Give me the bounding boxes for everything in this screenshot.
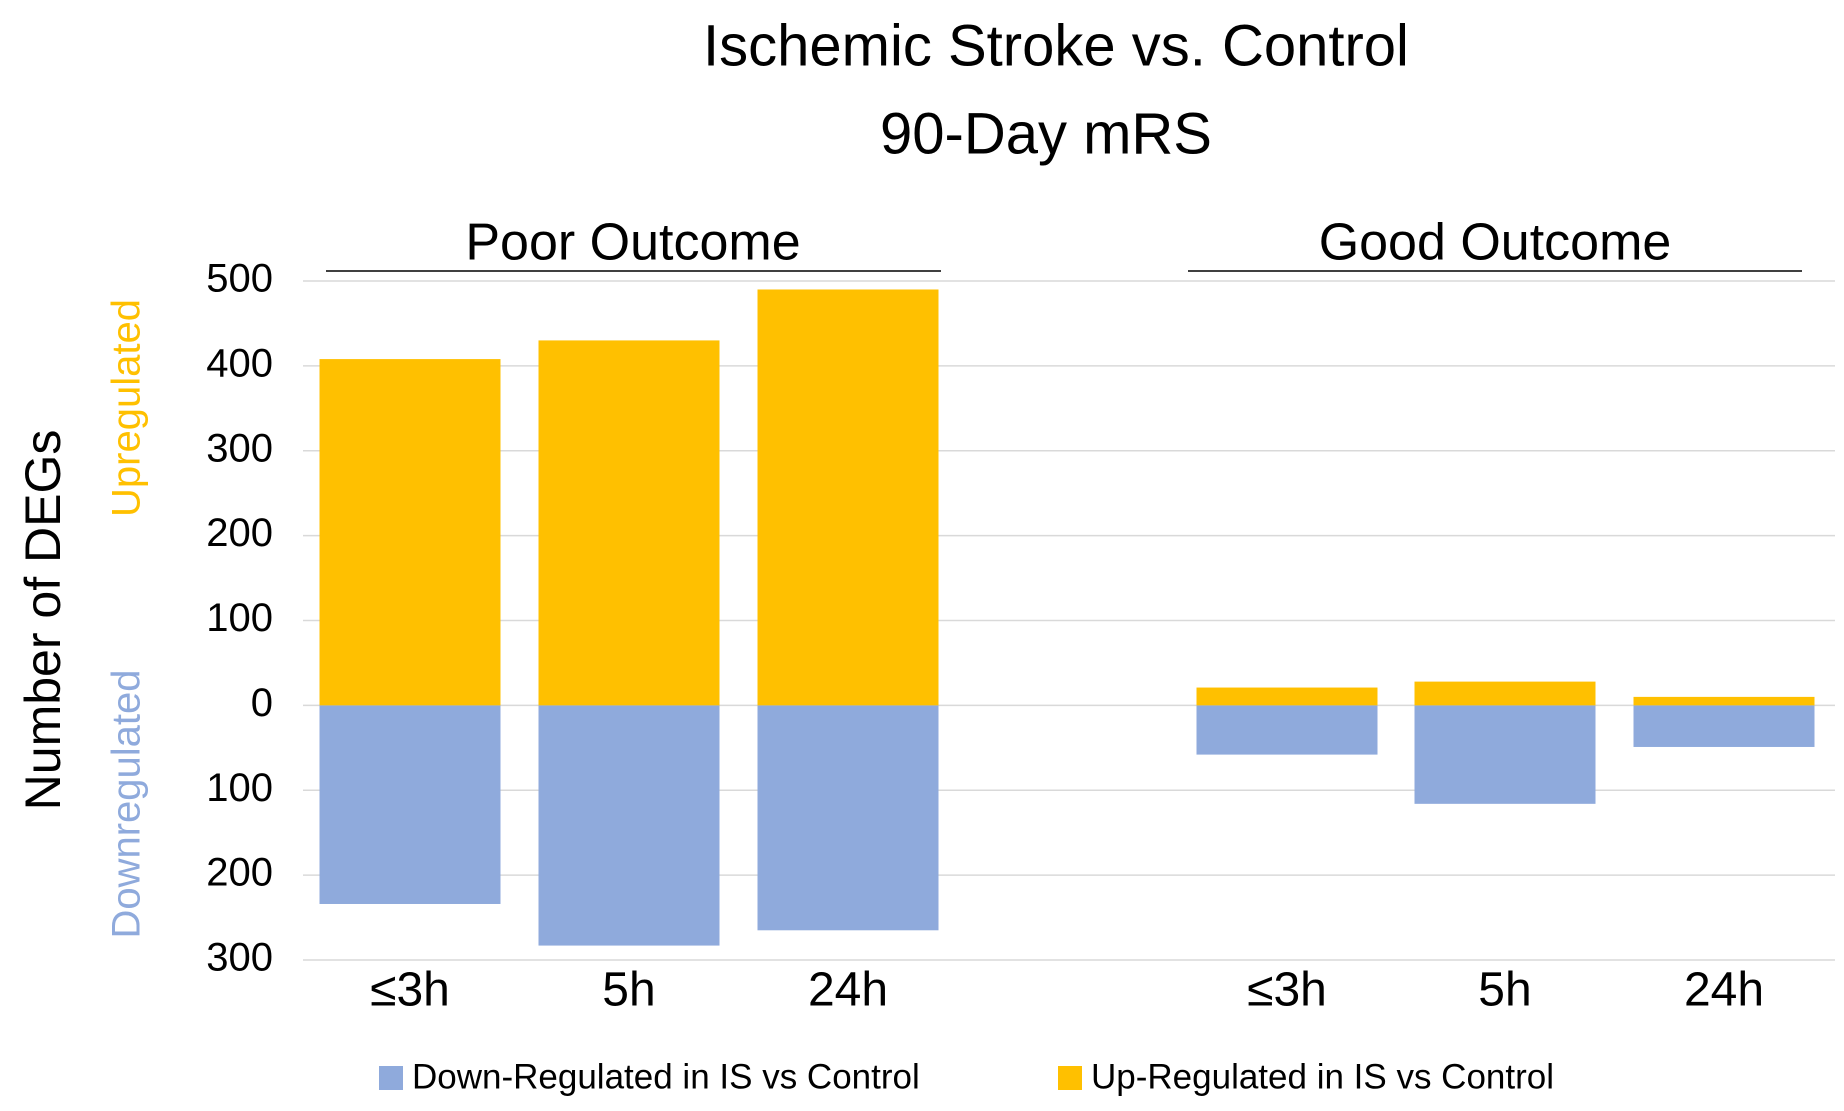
y-tick-label: 500 [206, 257, 273, 301]
up-annotation: Upregulated [105, 299, 149, 517]
y-tick-label: 200 [206, 851, 273, 895]
bar [319, 359, 501, 706]
bar [1414, 681, 1596, 706]
bar [319, 705, 501, 904]
bar [1196, 705, 1378, 755]
group-label: Good Outcome [1319, 214, 1672, 272]
y-tick-label: 100 [206, 766, 273, 810]
y-tick-label: 0 [251, 681, 273, 725]
bar [1414, 705, 1596, 804]
group-label: Poor Outcome [465, 214, 800, 272]
bar [538, 340, 720, 706]
bar [1633, 696, 1815, 706]
legend-swatch [1058, 1066, 1082, 1090]
x-tick-label: 5h [602, 964, 655, 1017]
y-tick-label: 200 [206, 511, 273, 555]
legend-swatch [379, 1066, 403, 1090]
x-tick-label: ≤3h [1247, 964, 1327, 1017]
x-tick-label: 5h [1478, 964, 1531, 1017]
bar [538, 705, 720, 946]
y-tick-label: 400 [206, 341, 273, 385]
bar [757, 705, 939, 931]
down-annotation: Downregulated [105, 669, 149, 938]
y-tick-label: 300 [206, 426, 273, 470]
bar [1196, 687, 1378, 706]
x-tick-label: ≤3h [370, 964, 450, 1017]
y-tick-label: 300 [206, 936, 273, 980]
legend-label: Down-Regulated in IS vs Control [412, 1057, 920, 1096]
bar [1633, 705, 1815, 747]
chart-subtitle: 90-Day mRS [880, 101, 1212, 166]
x-tick-label: 24h [808, 964, 888, 1017]
y-axis-label: Number of DEGs [15, 430, 71, 811]
y-tick-label: 100 [206, 596, 273, 640]
chart-title: Ischemic Stroke vs. Control [703, 13, 1409, 78]
bar [757, 289, 939, 706]
legend-label: Up-Regulated in IS vs Control [1091, 1057, 1554, 1096]
x-tick-label: 24h [1684, 964, 1764, 1017]
